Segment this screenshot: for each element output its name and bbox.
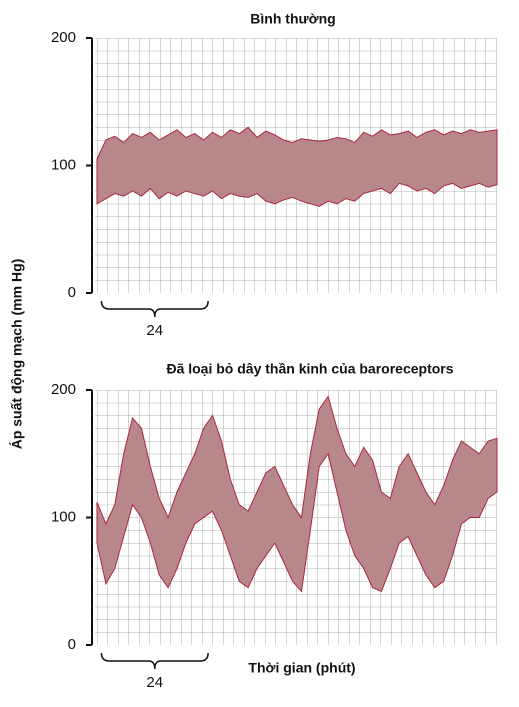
brace-label: 24: [146, 674, 163, 691]
pressure-band: [96, 126, 498, 207]
y-tick-label: 100: [51, 508, 76, 525]
brace-label: 24: [146, 322, 163, 339]
chart-title: Bình thường: [250, 11, 335, 27]
pressure-band: [96, 395, 498, 593]
y-tick-label: 200: [51, 29, 76, 46]
y-tick-label: 0: [68, 284, 76, 301]
x-axis-label: Thời gian (phút): [248, 660, 355, 676]
y-axis-label: Áp suất động mạch (mm Hg): [9, 259, 25, 450]
brace: [100, 652, 209, 670]
y-tick-label: 200: [51, 381, 76, 398]
brace: [100, 300, 209, 318]
chart-title: Đã loại bỏ dây thần kinh của barorecepto…: [166, 361, 453, 377]
y-tick-label: 0: [68, 636, 76, 653]
y-tick-label: 100: [51, 156, 76, 173]
